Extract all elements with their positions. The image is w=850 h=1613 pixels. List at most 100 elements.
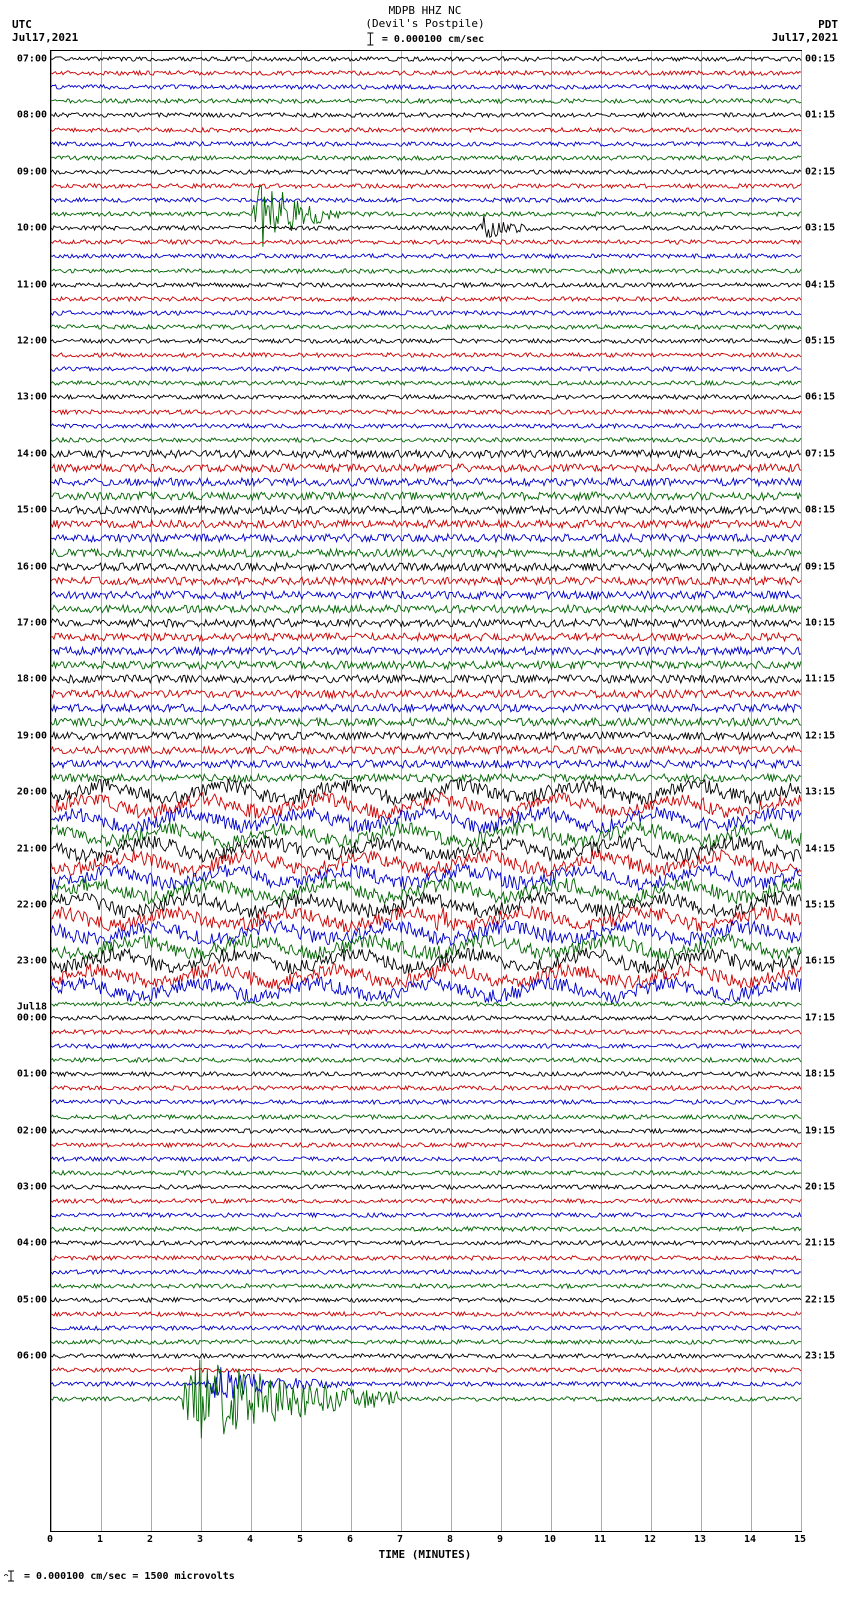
grid-vertical bbox=[151, 51, 152, 1531]
grid-vertical bbox=[51, 51, 52, 1531]
pdt-hour-label: 10:15 bbox=[801, 618, 835, 629]
utc-hour-label: 02:00 bbox=[17, 1125, 51, 1136]
seismic-trace bbox=[51, 1028, 801, 1148]
x-tick-label: 7 bbox=[397, 1534, 403, 1545]
pdt-hour-label: 11:15 bbox=[801, 674, 835, 685]
seismic-trace bbox=[51, 619, 801, 739]
seismic-trace bbox=[51, 901, 801, 1021]
utc-hour-label: 14:00 bbox=[17, 448, 51, 459]
seismic-trace bbox=[51, 521, 801, 641]
seismic-trace bbox=[51, 55, 801, 175]
seismic-trace bbox=[51, 1057, 801, 1177]
seismic-trace bbox=[51, 493, 801, 613]
seismic-trace bbox=[51, 380, 801, 500]
seismic-trace bbox=[51, 98, 801, 218]
pdt-hour-label: 13:15 bbox=[801, 787, 835, 798]
pdt-hour-label: 08:15 bbox=[801, 505, 835, 516]
pdt-hour-label: 20:15 bbox=[801, 1182, 835, 1193]
seismic-trace bbox=[51, 732, 801, 852]
tz-left-label: UTC bbox=[12, 18, 78, 31]
utc-hour-label: 03:00 bbox=[17, 1182, 51, 1193]
seismic-trace bbox=[51, 1169, 801, 1289]
header: UTC Jul17,2021 MDPB HHZ NC (Devil's Post… bbox=[0, 0, 850, 50]
seismic-trace bbox=[51, 563, 801, 683]
seismic-trace bbox=[51, 394, 801, 514]
seismic-trace bbox=[51, 253, 801, 373]
seismic-trace bbox=[51, 1042, 801, 1162]
grid-vertical bbox=[251, 51, 252, 1531]
x-axis: TIME (MINUTES) 0123456789101112131415 bbox=[50, 1532, 800, 1562]
seismic-trace bbox=[51, 408, 801, 528]
seismic-trace bbox=[51, 70, 801, 190]
tz-left-date: Jul17,2021 bbox=[12, 31, 78, 44]
seismic-trace bbox=[51, 1014, 801, 1134]
seismic-trace bbox=[51, 1324, 801, 1444]
seismic-trace bbox=[51, 789, 801, 909]
pdt-hour-label: 14:15 bbox=[801, 843, 835, 854]
seismic-trace bbox=[51, 1282, 801, 1402]
seismic-trace bbox=[51, 1310, 801, 1430]
x-tick-label: 9 bbox=[497, 1534, 503, 1545]
scale-note: = 0.000100 cm/sec bbox=[365, 32, 484, 46]
seismic-trace bbox=[51, 154, 801, 274]
grid-vertical bbox=[501, 51, 502, 1531]
seismic-trace bbox=[51, 662, 801, 782]
x-tick-label: 12 bbox=[644, 1534, 656, 1545]
seismic-trace bbox=[51, 549, 801, 669]
x-tick-label: 14 bbox=[744, 1534, 756, 1545]
utc-hour-label: 05:00 bbox=[17, 1294, 51, 1305]
seismic-trace bbox=[51, 887, 801, 1007]
seismic-trace bbox=[51, 126, 801, 246]
utc-hour-label: 13:00 bbox=[17, 392, 51, 403]
seismic-trace bbox=[51, 535, 801, 655]
seismic-trace bbox=[51, 450, 801, 570]
seismic-trace bbox=[51, 1339, 801, 1459]
seismic-trace bbox=[51, 1198, 801, 1318]
utc-hour-label: 04:00 bbox=[17, 1238, 51, 1249]
title-block: MDPB HHZ NC (Devil's Postpile) = 0.00010… bbox=[365, 4, 484, 46]
seismic-trace bbox=[51, 1268, 801, 1388]
grid-vertical bbox=[201, 51, 202, 1531]
pdt-hour-label: 19:15 bbox=[801, 1125, 835, 1136]
grid-vertical bbox=[351, 51, 352, 1531]
seismic-trace bbox=[51, 916, 801, 1036]
seismic-trace bbox=[51, 803, 801, 923]
pdt-hour-label: 16:15 bbox=[801, 956, 835, 967]
seismic-trace bbox=[51, 845, 801, 965]
grid-vertical bbox=[551, 51, 552, 1531]
seismic-trace bbox=[51, 1226, 801, 1346]
pdt-hour-label: 18:15 bbox=[801, 1069, 835, 1080]
grid-vertical bbox=[451, 51, 452, 1531]
utc-hour-label: 06:00 bbox=[17, 1351, 51, 1362]
seismic-trace bbox=[51, 337, 801, 457]
utc-hour-label: 01:00 bbox=[17, 1069, 51, 1080]
seismic-trace bbox=[51, 366, 801, 486]
seismic-trace bbox=[51, 1296, 801, 1416]
seismic-trace bbox=[51, 422, 801, 542]
x-tick-label: 4 bbox=[247, 1534, 253, 1545]
title-line1: MDPB HHZ NC bbox=[365, 4, 484, 17]
seismic-trace bbox=[51, 352, 801, 472]
seismic-trace bbox=[51, 211, 801, 331]
seismic-trace bbox=[51, 1113, 801, 1233]
seismic-trace bbox=[51, 295, 801, 415]
seismic-trace bbox=[51, 1254, 801, 1374]
tz-right-date: Jul17,2021 bbox=[772, 31, 838, 44]
utc-hour-label: 17:00 bbox=[17, 618, 51, 629]
utc-hour-label: 12:00 bbox=[17, 336, 51, 347]
seismic-trace bbox=[51, 1141, 801, 1261]
pdt-hour-label: 01:15 bbox=[801, 110, 835, 121]
utc-hour-label: 15:00 bbox=[17, 505, 51, 516]
pdt-hour-label: 05:15 bbox=[801, 336, 835, 347]
seismic-trace bbox=[51, 464, 801, 584]
seismic-trace bbox=[51, 873, 801, 993]
scale-bar-icon bbox=[366, 32, 376, 46]
utc-hour-label: 07:00 bbox=[17, 54, 51, 65]
pdt-hour-label: 17:15 bbox=[801, 1012, 835, 1023]
utc-hour-label: 19:00 bbox=[17, 730, 51, 741]
tz-right: PDT Jul17,2021 bbox=[772, 18, 838, 44]
seismic-trace bbox=[51, 1071, 801, 1191]
footer-text: = 0.000100 cm/sec = 1500 microvolts bbox=[18, 1571, 235, 1582]
x-tick-label: 5 bbox=[297, 1534, 303, 1545]
utc-hour-label: 22:00 bbox=[17, 900, 51, 911]
